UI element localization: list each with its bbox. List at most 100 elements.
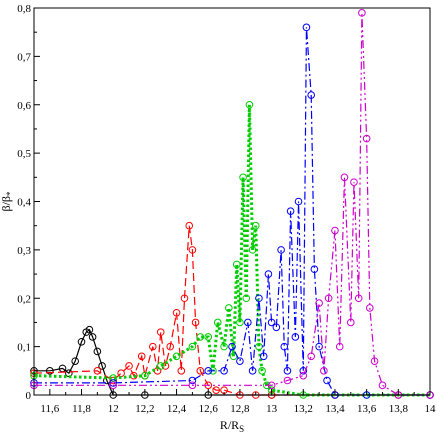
- data-point: [88, 333, 97, 341]
- data-point: [93, 367, 102, 375]
- x-tick-label: 12: [108, 403, 119, 415]
- data-point: [156, 328, 165, 336]
- series-4: [30, 23, 434, 399]
- x-tick-label: 13,6: [357, 403, 377, 415]
- x-tick-label: 14: [425, 403, 436, 415]
- data-point: [370, 357, 379, 365]
- data-point: [335, 342, 344, 351]
- y-tick-label: 0,4: [17, 197, 31, 209]
- data-point: [109, 376, 117, 385]
- data-point: [286, 207, 295, 215]
- y-tick-label: 0,2: [17, 293, 31, 305]
- x-tick-label: 12,2: [135, 403, 154, 415]
- data-point: [141, 371, 149, 380]
- data-point: [239, 173, 247, 182]
- y-tick-label: 0,6: [17, 100, 31, 112]
- data-point: [350, 178, 358, 186]
- data-point: [347, 318, 355, 327]
- data-point: [236, 357, 244, 365]
- data-point: [291, 333, 300, 341]
- data-point: [299, 371, 308, 380]
- data-point: [225, 304, 233, 312]
- data-point: [185, 221, 194, 230]
- y-axis-label: β/β*: [0, 191, 15, 212]
- data-point: [259, 352, 268, 361]
- data-point: [232, 260, 241, 269]
- data-point: [267, 381, 276, 390]
- data-point: [248, 367, 257, 375]
- data-point: [109, 374, 117, 382]
- x-tick-label: 13,2: [294, 403, 313, 415]
- data-point: [98, 362, 106, 370]
- data-point: [65, 369, 73, 378]
- data-point: [125, 362, 133, 370]
- data-point: [46, 367, 54, 375]
- data-point: [307, 91, 316, 99]
- data-point: [340, 173, 349, 182]
- data-point: [220, 367, 228, 375]
- data-point: [177, 367, 186, 375]
- data-point: [188, 376, 197, 385]
- data-point: [294, 197, 303, 206]
- data-point: [315, 299, 323, 307]
- data-point: [283, 367, 292, 375]
- x-tick-label: 12,8: [230, 403, 250, 415]
- x-tick-label: 13,4: [325, 403, 345, 415]
- y-tick-label: 0,3: [17, 245, 31, 257]
- data-point: [245, 100, 254, 109]
- data-point: [71, 357, 79, 365]
- x-tick-label: 11,8: [72, 403, 91, 415]
- data-point: [172, 308, 181, 317]
- data-point: [156, 362, 165, 370]
- data-point: [196, 333, 205, 341]
- axes-layer: 11,6 11,8 12 12,2 12,4 12,6 12,8 13 13,2 13,4 13,6…: [17, 3, 436, 415]
- data-point: [272, 323, 281, 332]
- data-point: [204, 333, 213, 341]
- data-point: [264, 270, 273, 278]
- x-tick-label: 11,6: [40, 403, 59, 415]
- data-point: [109, 381, 117, 390]
- data-point: [93, 347, 102, 356]
- series-2: [30, 221, 434, 399]
- data-point: [248, 246, 257, 254]
- data-point: [299, 367, 308, 375]
- data-point: [191, 318, 200, 327]
- data-point: [212, 386, 220, 394]
- data-point: [188, 381, 197, 390]
- data-point: [213, 318, 222, 327]
- data-point: [354, 294, 363, 303]
- data-point: [307, 352, 316, 361]
- data-point: [362, 134, 371, 143]
- data-point: [255, 342, 263, 351]
- data-point: [310, 265, 319, 274]
- data-point: [267, 318, 276, 327]
- y-tick-label: 0,1: [17, 342, 31, 354]
- data-point: [331, 226, 339, 235]
- y-tick-label: 0,8: [17, 3, 31, 15]
- data-point: [302, 23, 311, 32]
- x-tick-label: 13,8: [389, 403, 409, 415]
- y-tick-label: 0,5: [17, 148, 31, 160]
- data-point: [117, 369, 125, 378]
- data-point: [277, 246, 285, 254]
- series-line: [33, 104, 430, 397]
- series-line: [34, 12, 430, 396]
- data-point: [137, 352, 146, 361]
- data-point: [366, 304, 374, 312]
- data-point: [378, 381, 387, 390]
- data-point: [320, 367, 328, 375]
- data-point: [251, 221, 260, 230]
- plot-frame: [33, 7, 431, 396]
- data-point: [228, 342, 236, 351]
- data-point: [324, 294, 333, 303]
- x-tick-label: 12,4: [167, 403, 187, 415]
- data-point: [172, 352, 181, 361]
- data-point: [180, 294, 189, 303]
- data-point: [85, 325, 94, 334]
- data-point: [188, 342, 197, 351]
- series-line: [34, 27, 430, 396]
- y-tick-label: 0: [26, 390, 32, 402]
- y-tick-label: 0,7: [17, 51, 31, 63]
- data-point: [280, 342, 289, 351]
